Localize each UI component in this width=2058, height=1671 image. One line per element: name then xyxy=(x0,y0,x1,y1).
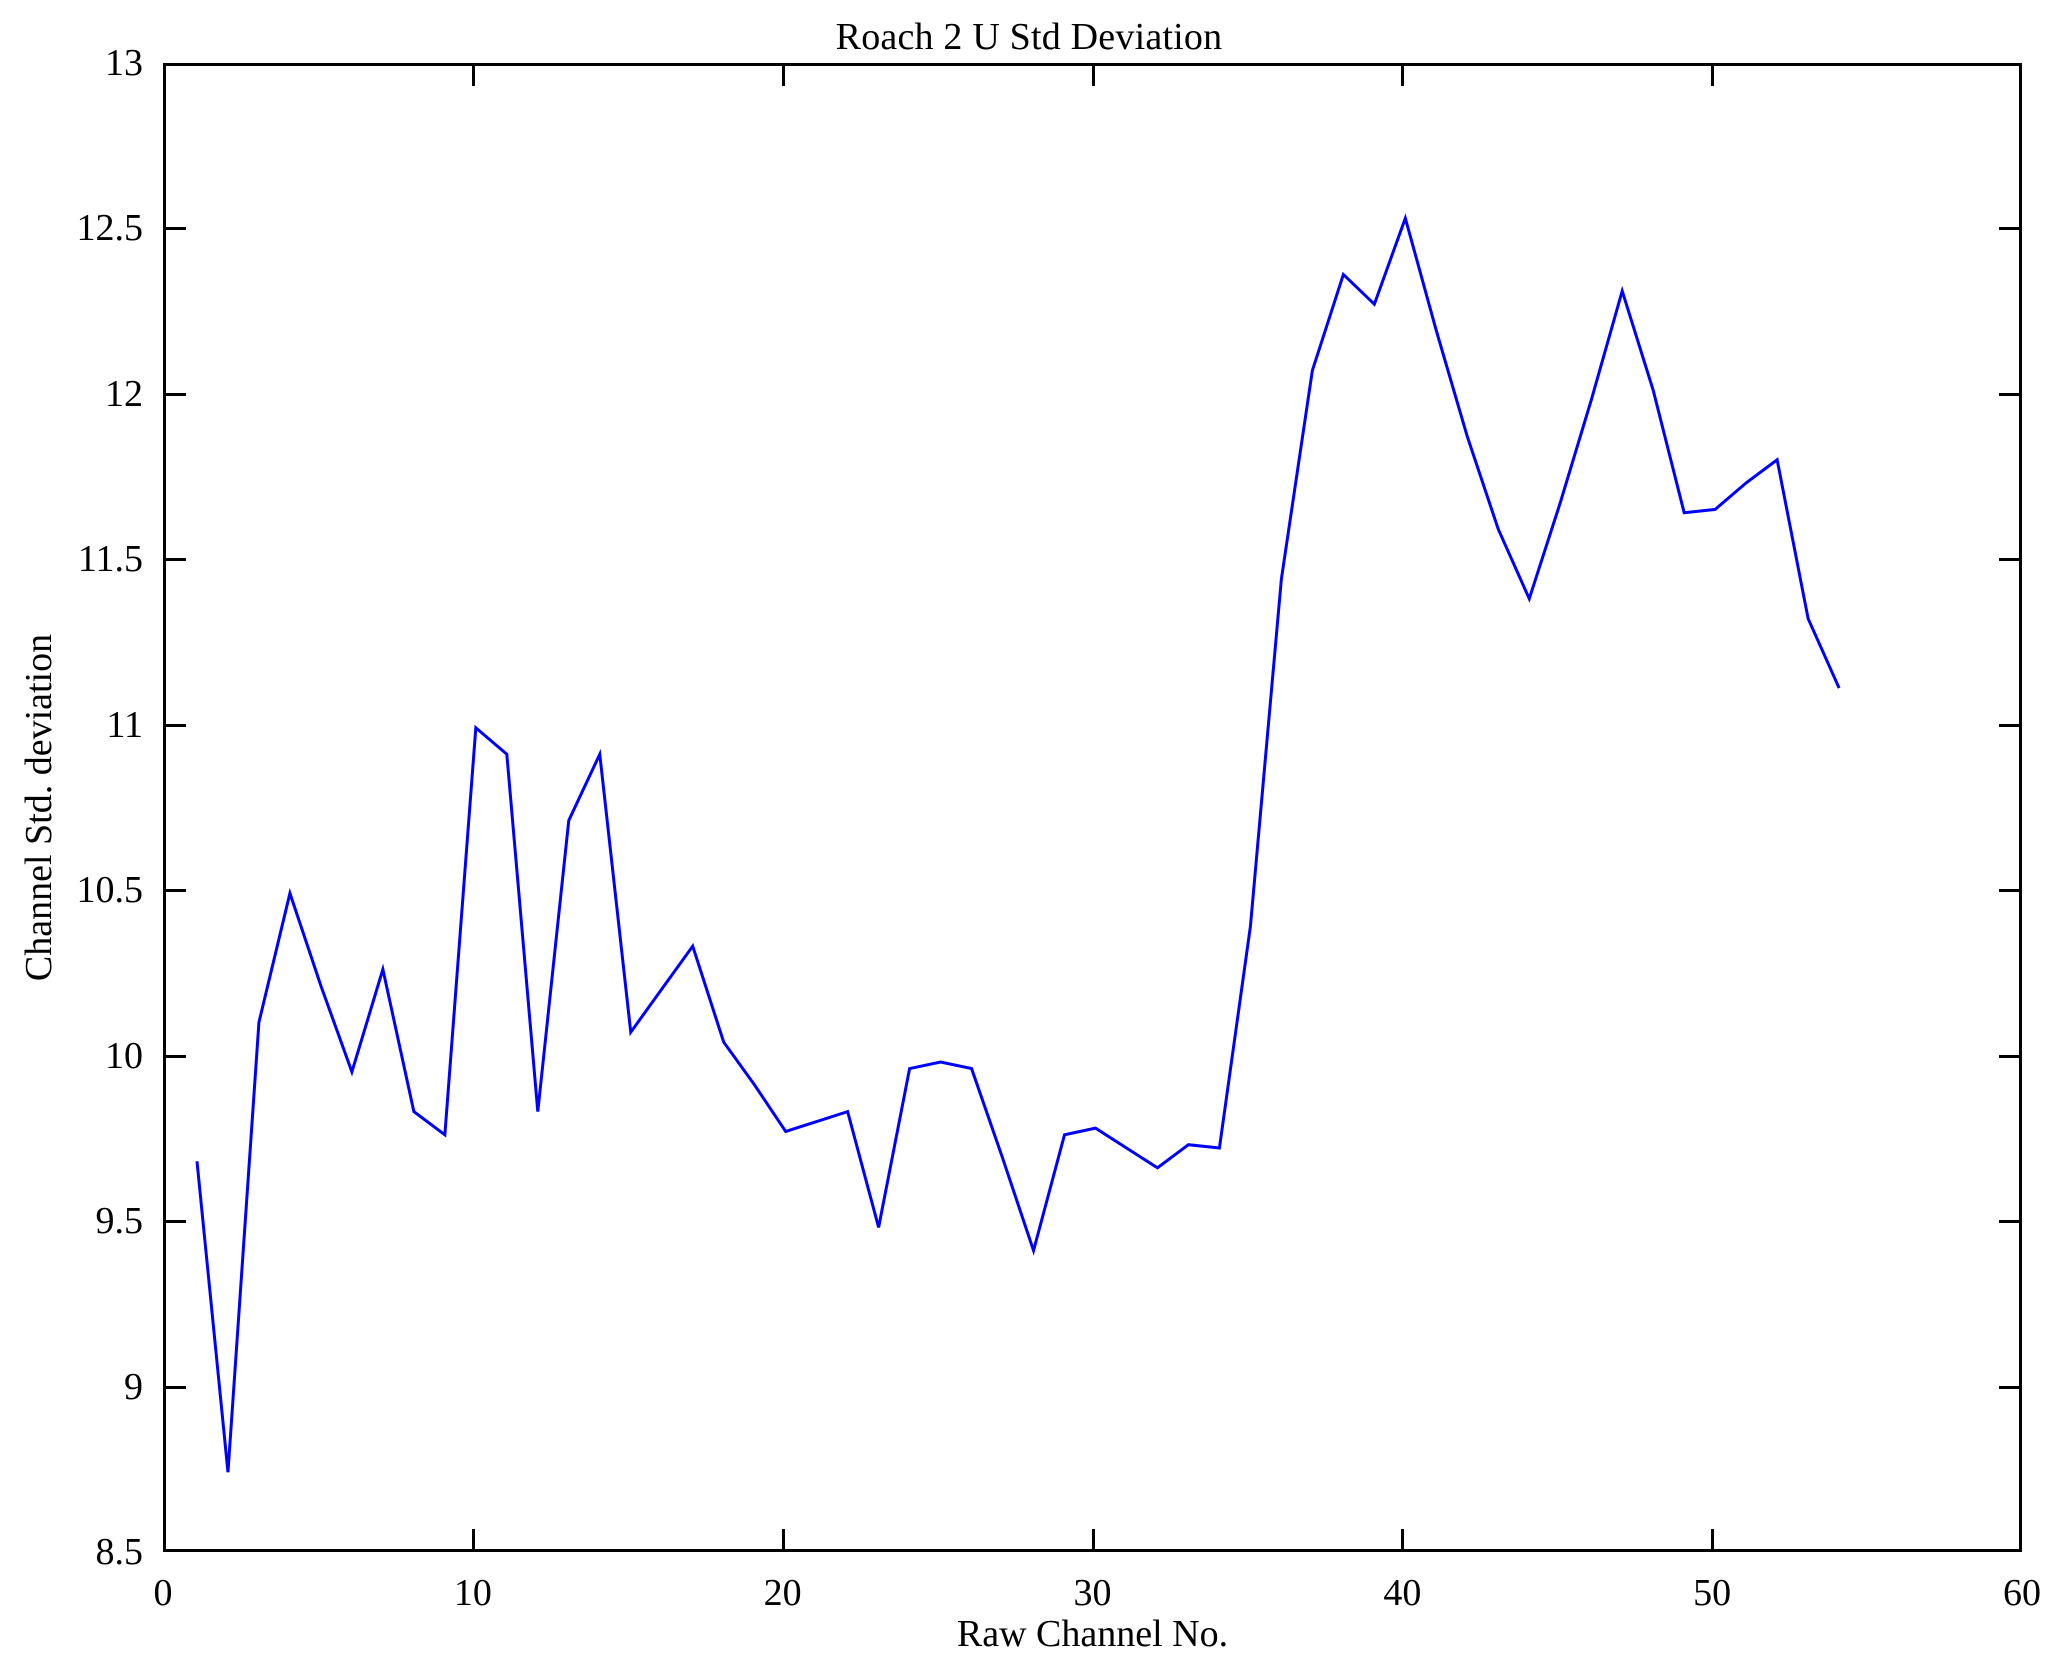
y-tick-mark xyxy=(166,558,186,562)
x-tick-label: 0 xyxy=(153,1572,173,1614)
x-tick-mark xyxy=(471,1529,475,1549)
data-line-svg xyxy=(195,213,1841,1473)
y-tick-mark-right xyxy=(1999,392,2019,396)
x-tick-mark-top xyxy=(471,66,475,86)
y-tick-label: 9 xyxy=(124,1365,143,1408)
y-tick-mark-right xyxy=(1999,723,2019,727)
x-tick-label: 50 xyxy=(1693,1572,1732,1614)
y-tick-label: 10.5 xyxy=(76,869,144,912)
x-tick-label: 40 xyxy=(1383,1572,1422,1614)
y-tick-mark-right xyxy=(1999,1054,2019,1058)
y-tick-mark xyxy=(166,227,186,231)
y-tick-mark xyxy=(166,889,186,893)
y-tick-label: 12 xyxy=(105,372,143,415)
y-axis-label: Channel Std. deviation xyxy=(18,633,60,982)
y-tick-mark-right xyxy=(1999,1220,2019,1224)
series-polyline xyxy=(195,213,1841,1473)
x-tick-label: 60 xyxy=(2003,1572,2041,1614)
x-tick-mark xyxy=(781,1529,785,1549)
x-tick-mark-top xyxy=(1401,66,1405,86)
x-tick-label: 20 xyxy=(763,1572,802,1614)
y-tick-mark xyxy=(166,1385,186,1389)
y-tick-label: 11.5 xyxy=(77,538,143,581)
x-tick-mark xyxy=(1091,1529,1095,1549)
y-tick-label: 11 xyxy=(106,703,143,746)
y-tick-label: 10 xyxy=(105,1034,143,1077)
y-tick-mark-right xyxy=(1999,558,2019,562)
y-tick-mark-right xyxy=(1999,227,2019,231)
y-tick-mark xyxy=(166,1054,186,1058)
x-tick-mark-top xyxy=(781,66,785,86)
y-tick-mark xyxy=(166,1220,186,1224)
y-tick-mark xyxy=(166,392,186,396)
chart-title: Roach 2 U Std Deviation xyxy=(835,16,1223,58)
y-tick-mark xyxy=(166,723,186,727)
x-axis-label: Raw Channel No. xyxy=(956,1613,1229,1655)
x-tick-mark-top xyxy=(1711,66,1715,86)
y-tick-label: 9.5 xyxy=(95,1200,144,1243)
x-tick-label: 30 xyxy=(1073,1572,1112,1614)
x-tick-label: 10 xyxy=(453,1572,492,1614)
y-tick-label: 8.5 xyxy=(95,1531,144,1573)
y-tick-label: 12.5 xyxy=(76,207,144,250)
y-tick-mark-right xyxy=(1999,889,2019,893)
y-tick-mark-right xyxy=(1999,1385,2019,1389)
plot-area xyxy=(163,63,2022,1552)
y-tick-label: 13 xyxy=(105,42,143,84)
x-tick-mark xyxy=(1711,1529,1715,1549)
x-tick-mark-top xyxy=(1091,66,1095,86)
x-tick-mark xyxy=(1401,1529,1405,1549)
